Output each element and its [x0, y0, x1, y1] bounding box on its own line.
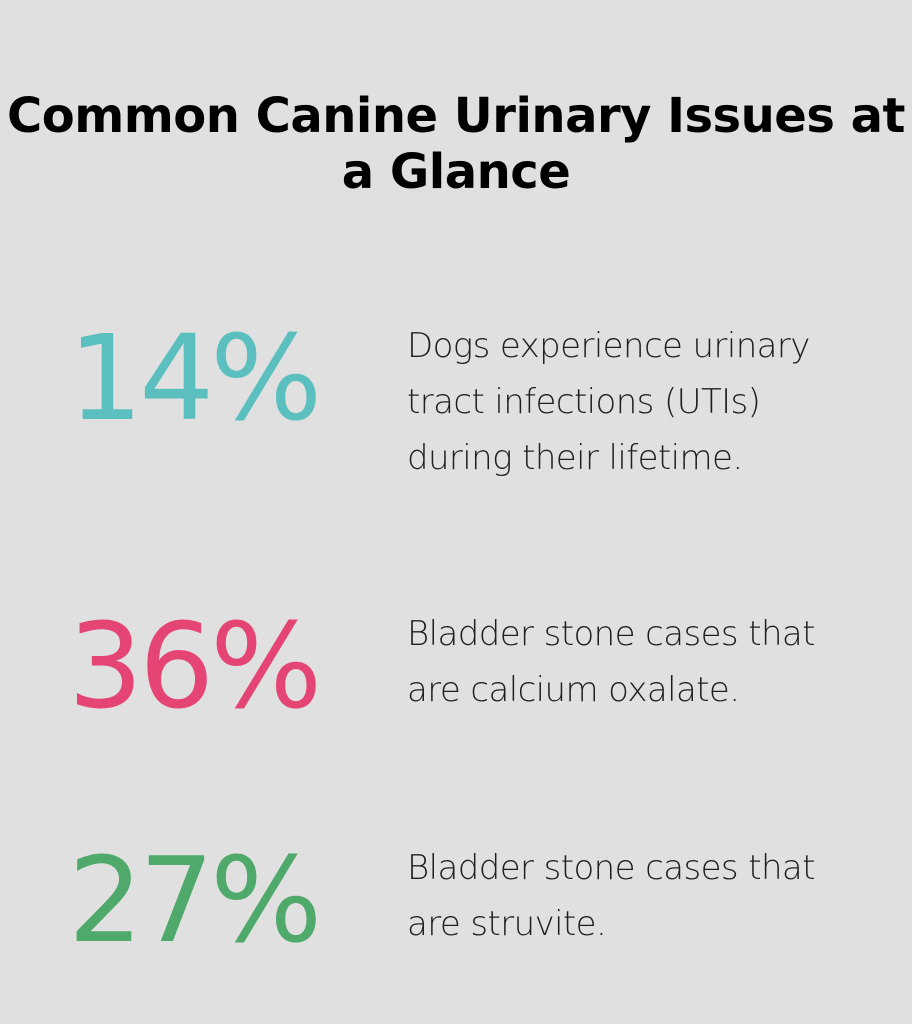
stat-value: 27% — [68, 831, 322, 969]
stat-description: Dogs experience urinary tract infections… — [407, 326, 810, 478]
page-title: Common Canine Urinary Issues at a Glance — [7, 88, 905, 200]
stat-description: Bladder stone cases that are calcium oxa… — [407, 614, 815, 710]
stat-value: 14% — [68, 309, 322, 447]
stat-value: 36% — [68, 597, 322, 735]
stat-description: Bladder stone cases that are struvite. — [407, 848, 815, 944]
